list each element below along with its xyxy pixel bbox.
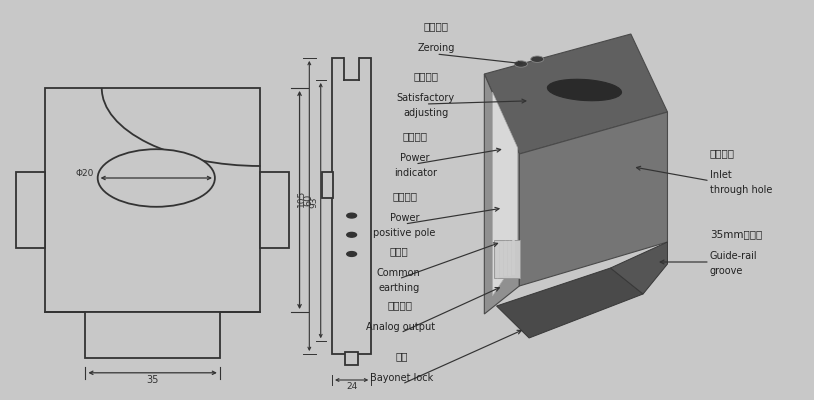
Text: adjusting: adjusting — [403, 108, 449, 118]
Text: 模拟输出: 模拟输出 — [388, 300, 413, 310]
Text: Bayonet lock: Bayonet lock — [370, 373, 434, 383]
Circle shape — [347, 232, 357, 237]
Text: through hole: through hole — [710, 185, 772, 195]
Polygon shape — [492, 92, 518, 296]
Text: 35mm导轨槽: 35mm导轨槽 — [710, 229, 762, 239]
Bar — [260, 172, 289, 248]
Circle shape — [98, 149, 215, 207]
Circle shape — [347, 252, 357, 256]
Text: Satisfactory: Satisfactory — [396, 93, 455, 103]
Text: Power: Power — [400, 153, 430, 163]
Text: Inlet: Inlet — [710, 170, 732, 180]
Circle shape — [531, 56, 544, 62]
Text: Φ20: Φ20 — [75, 170, 94, 178]
Text: Zeroing: Zeroing — [418, 43, 455, 53]
Text: groove: groove — [710, 266, 743, 276]
Bar — [345, 352, 358, 365]
Polygon shape — [610, 242, 667, 294]
Polygon shape — [519, 112, 667, 286]
Text: indicator: indicator — [394, 168, 436, 178]
Text: 93: 93 — [309, 197, 318, 208]
Text: earthing: earthing — [379, 283, 419, 293]
Text: 电源指示: 电源指示 — [403, 131, 427, 141]
Text: 24: 24 — [346, 382, 357, 391]
Bar — [85, 312, 220, 358]
Ellipse shape — [547, 79, 622, 101]
Bar — [16, 172, 45, 248]
Text: Guide-rail: Guide-rail — [710, 251, 758, 261]
Text: 35: 35 — [147, 375, 159, 385]
Polygon shape — [484, 74, 519, 314]
Text: 105: 105 — [297, 189, 306, 207]
Bar — [45, 88, 260, 312]
Circle shape — [347, 213, 357, 218]
Circle shape — [514, 61, 527, 67]
Text: 60: 60 — [304, 194, 313, 206]
Polygon shape — [497, 268, 643, 338]
Text: 卡销: 卡销 — [396, 351, 409, 361]
Bar — [332, 58, 371, 354]
Text: Power: Power — [390, 213, 419, 223]
Text: 零点调节: 零点调节 — [424, 21, 449, 31]
Bar — [322, 172, 333, 198]
Text: Common: Common — [377, 268, 421, 278]
Text: 输入穿孔: 输入穿孔 — [710, 148, 735, 158]
Text: 电源正极: 电源正极 — [392, 191, 417, 201]
Polygon shape — [484, 34, 667, 154]
Bar — [494, 240, 520, 278]
Text: 满度调节: 满度调节 — [414, 71, 438, 81]
Bar — [344, 56, 359, 80]
Text: 公共地: 公共地 — [389, 246, 409, 256]
Text: positive pole: positive pole — [374, 228, 435, 238]
Text: Analog output: Analog output — [366, 322, 435, 332]
